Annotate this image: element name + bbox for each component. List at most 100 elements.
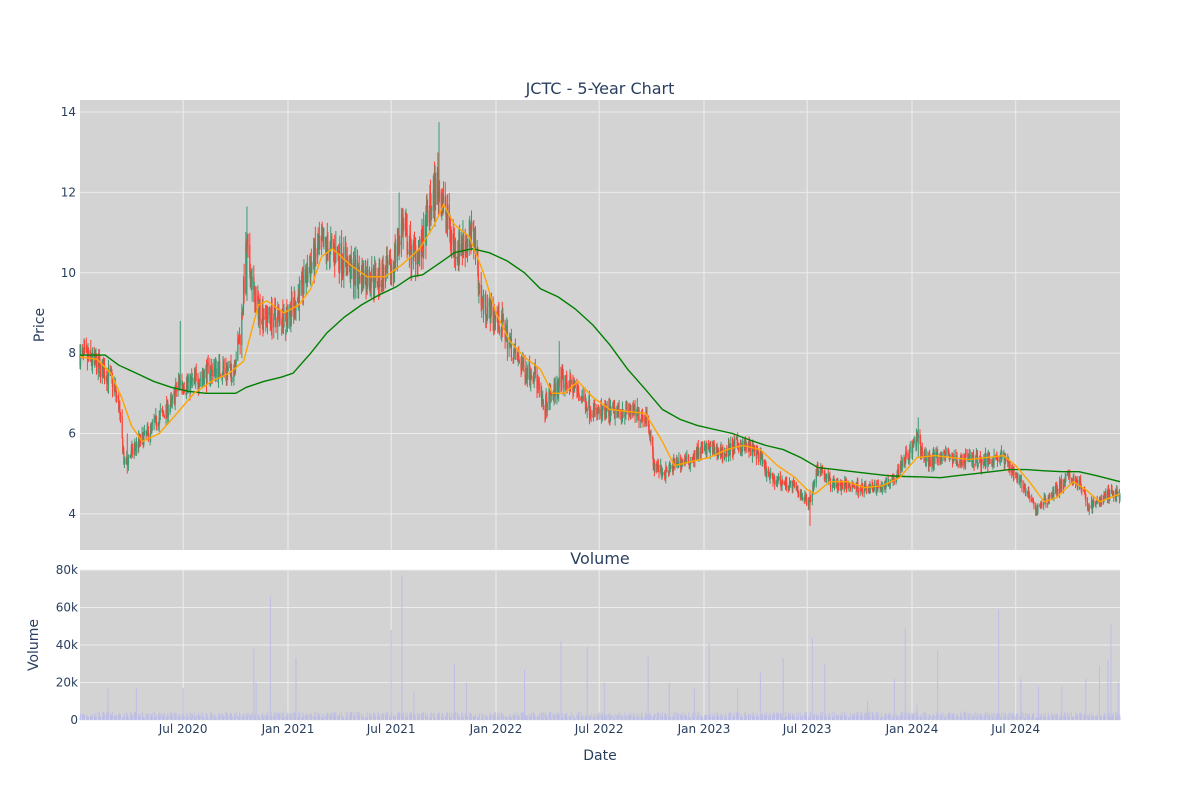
candle-body	[498, 330, 501, 333]
candle-body	[86, 348, 88, 351]
candle-body	[502, 319, 505, 322]
candle-body	[953, 459, 955, 461]
candle-body	[941, 454, 943, 457]
candle-body	[363, 270, 365, 284]
candle-body	[259, 303, 261, 322]
candle-body	[335, 246, 337, 263]
candle-body	[353, 278, 355, 285]
candle-body	[273, 305, 275, 319]
candle-body	[170, 399, 172, 408]
candle-body	[485, 295, 487, 317]
candle-body	[1057, 488, 1059, 493]
candle-body	[370, 281, 372, 289]
candle-body	[783, 482, 785, 485]
price-tick-label: 6	[68, 426, 76, 440]
candle-body	[1119, 496, 1121, 499]
candle-body	[813, 482, 816, 485]
candle-body	[736, 438, 738, 441]
candle-body	[657, 465, 660, 471]
candle-body	[1023, 486, 1025, 489]
candle-body	[1013, 470, 1015, 474]
candle-body	[266, 313, 268, 324]
candle-body	[174, 392, 176, 404]
candle-body	[307, 272, 309, 281]
candle-body	[219, 373, 221, 377]
candle-body	[1099, 501, 1101, 504]
candle-body	[341, 266, 343, 271]
candle-body	[440, 192, 442, 216]
candle-body	[518, 359, 520, 364]
candle-body	[247, 244, 249, 246]
candle-body	[718, 450, 720, 452]
candle-body	[786, 482, 788, 489]
candle-body	[83, 347, 85, 353]
candle-body	[158, 417, 160, 426]
candle-body	[265, 305, 267, 314]
candle-body	[665, 467, 667, 470]
x-tick-labels: Jul 2020 Jan 2021 Jul 2021 Jan 2022 Jul 2022…	[158, 722, 1040, 736]
candle-body	[255, 300, 257, 302]
candle-body	[650, 437, 652, 439]
candle-body	[677, 462, 679, 465]
candle-body	[98, 359, 100, 368]
candle-body	[901, 461, 903, 466]
candle-body	[1092, 502, 1094, 509]
candle-body	[110, 371, 112, 373]
candle-body	[634, 405, 636, 417]
candle-body	[429, 192, 431, 223]
candle-body	[237, 337, 240, 340]
candle-body	[480, 284, 482, 306]
volume-bars	[79, 575, 1121, 720]
candle-body	[215, 368, 217, 377]
candle-body	[714, 451, 716, 455]
candle-body	[327, 248, 329, 260]
candle-body	[379, 263, 381, 287]
candle-body	[177, 380, 180, 386]
candle-body	[230, 371, 233, 382]
candle-body	[185, 382, 188, 392]
candle-body	[960, 458, 962, 462]
candle-body	[895, 478, 897, 482]
candle-body	[410, 239, 412, 265]
candle-body	[723, 453, 726, 460]
candle-body	[937, 452, 939, 462]
candle-body	[1077, 479, 1079, 486]
candle-body	[540, 392, 543, 403]
candle-body	[405, 225, 408, 229]
candle-body	[385, 268, 387, 281]
candle-body	[301, 275, 303, 283]
price-tick-label: 4	[68, 507, 76, 521]
candle-body	[851, 483, 853, 490]
candle-body	[1109, 490, 1111, 499]
candle-body	[402, 223, 404, 235]
candle-body	[286, 310, 288, 321]
candle-body	[460, 244, 462, 257]
candle-body	[189, 379, 192, 392]
candle-body	[277, 312, 279, 328]
candle-body	[445, 198, 447, 215]
candle-body	[644, 420, 646, 422]
candle-body	[797, 491, 799, 494]
candle-body	[209, 374, 212, 379]
candle-body	[897, 469, 899, 476]
candle-body	[525, 375, 527, 379]
candle-body	[657, 464, 659, 466]
candle-body	[558, 386, 560, 395]
candle-body	[885, 481, 887, 490]
candle-body	[601, 406, 604, 415]
candle-body	[403, 223, 405, 229]
candle-body	[197, 384, 200, 388]
candle-body	[809, 497, 811, 500]
candle-body	[1017, 477, 1019, 479]
candle-body	[997, 459, 999, 462]
candle-body	[763, 459, 766, 464]
x-tick-label: Jan 2022	[469, 722, 523, 736]
candle-body	[131, 446, 134, 454]
candle-body	[852, 484, 854, 487]
candle-body	[828, 477, 830, 479]
candle-body	[367, 269, 369, 287]
candle-body	[481, 299, 483, 306]
candle-body	[409, 236, 412, 240]
candle-body	[210, 366, 212, 375]
